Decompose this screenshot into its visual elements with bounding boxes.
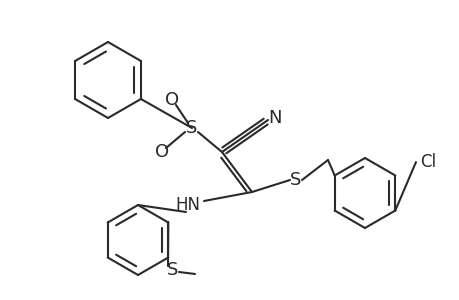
Text: Cl: Cl <box>419 153 435 171</box>
Text: S: S <box>186 119 197 137</box>
Text: S: S <box>290 171 301 189</box>
Text: HN: HN <box>175 196 200 214</box>
Text: O: O <box>155 143 169 161</box>
Text: N: N <box>268 109 281 127</box>
Text: O: O <box>165 91 179 109</box>
Text: S: S <box>167 261 178 279</box>
